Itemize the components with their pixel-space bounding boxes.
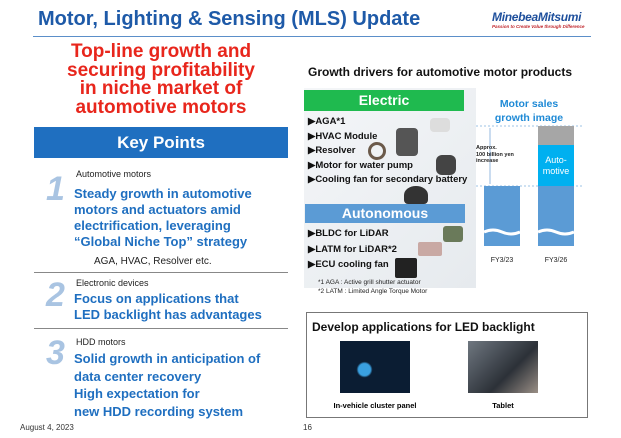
point-number: 2 (46, 276, 65, 314)
headline-line: Top-line growth and (70, 41, 252, 62)
driver-item-label: HVAC Module (315, 130, 378, 142)
point-text: Focus on applications that LED backlight… (74, 291, 262, 323)
resolver-photo (368, 142, 386, 160)
bar-fy3-26-other (538, 126, 574, 145)
point-text: Steady growth in automotive motors and a… (74, 186, 252, 250)
company-logo: MinebeaMitsumi Passion to Create Value t… (492, 10, 596, 29)
annotation-line: 100 billion yen (476, 151, 514, 158)
driver-item: ▶LATM for LiDAR*2 (308, 244, 397, 255)
driver-item: ▶BLDC for LiDAR (308, 228, 389, 239)
title-divider (33, 36, 591, 37)
driver-item-label: Resolver (315, 145, 356, 156)
point-line: Focus on applications that (74, 291, 239, 306)
driver-item-label: AGA*1 (315, 116, 346, 127)
driver-item-label: BLDC for LiDAR (315, 228, 389, 239)
triangle-bullet-icon: ▶ (308, 145, 316, 156)
driver-item-label: LATM for LiDAR*2 (315, 243, 397, 255)
led-section (306, 312, 588, 418)
driver-item-label: Motor for water pump (315, 159, 413, 171)
logo-name: MinebeaMitsumi (492, 10, 582, 24)
aga-photo (430, 118, 450, 132)
bar-fy3-26-automotive (538, 145, 574, 186)
driver-item: ▶Resolver (308, 145, 355, 156)
chart-title-line: growth image (494, 112, 564, 124)
cluster-panel-photo (340, 341, 410, 393)
bldc-photo (443, 226, 463, 242)
bar-fy3-23 (484, 186, 520, 246)
x-tick-label: FY3/23 (490, 257, 514, 264)
point-line: electrification, leveraging (74, 218, 231, 233)
point-category: Electronic devices (76, 278, 149, 288)
tablet-photo (468, 341, 538, 393)
bar-fy3-26-base (538, 186, 574, 246)
divider (34, 328, 288, 329)
driver-item: ▶Motor for water pump (308, 160, 413, 171)
footnote: *2 LATM : Limited Angle Torque Motor (318, 288, 428, 295)
point-category: Automotive motors (76, 169, 152, 179)
point-line: Steady growth in automotive (74, 186, 252, 201)
driver-item: ▶ECU cooling fan (308, 259, 389, 270)
x-tick-label: FY3/26 (544, 257, 568, 264)
led-item-label: In-vehicle cluster panel (333, 401, 417, 410)
triangle-bullet-icon: ▶ (308, 159, 316, 171)
headline-line: securing profitability (67, 59, 255, 81)
driver-item: ▶HVAC Module (308, 131, 377, 142)
divider (34, 272, 288, 273)
driver-item: ▶AGA*1 (308, 116, 345, 127)
driver-item-label: Cooling fan for secondary battery (315, 174, 468, 185)
hvac-photo (396, 128, 418, 156)
footer-date: August 4, 2023 (20, 423, 74, 432)
point-line: LED backlight has advantages (74, 307, 262, 322)
triangle-bullet-icon: ▶ (308, 259, 316, 270)
headline-line: in niche market of (79, 78, 243, 99)
headline: Top-line growth and securing profitabili… (34, 41, 288, 118)
triangle-bullet-icon: ▶ (308, 116, 316, 127)
footnote: *1 AGA : Active grill shutter actuator (318, 279, 421, 286)
point-line: Solid growth in anticipation of (74, 351, 261, 366)
key-points-header: Key Points (34, 127, 288, 158)
point-category: HDD motors (76, 337, 126, 347)
point-line: “Global Niche Top” strategy (74, 234, 248, 249)
point-line: High expectation for (74, 386, 200, 401)
chart-title: Motor sales growth image (484, 97, 574, 125)
point-number: 3 (46, 334, 65, 372)
ecu-fan-photo (395, 258, 417, 278)
led-item-label: Tablet (492, 401, 514, 410)
axis-break (483, 228, 575, 236)
fan-photo (404, 186, 428, 204)
point-line: data center recovery (74, 368, 202, 384)
triangle-bullet-icon: ▶ (308, 130, 316, 142)
growth-title: Growth drivers for automotive motor prod… (308, 65, 573, 79)
slide-title: Motor, Lighting & Sensing (MLS) Update (38, 8, 421, 30)
autonomous-header: Autonomous (305, 204, 465, 223)
page-number: 16 (303, 423, 312, 432)
triangle-bullet-icon: ▶ (308, 228, 316, 239)
pump-photo (436, 155, 456, 175)
electric-header: Electric (304, 90, 464, 111)
growth-chart (476, 125, 582, 246)
point-sub: AGA, HVAC, Resolver etc. (94, 256, 212, 267)
point-line: motors and actuators amid (74, 202, 241, 217)
latm-photo (418, 242, 442, 256)
triangle-bullet-icon: ▶ (308, 174, 316, 185)
point-line: new HDD recording system (74, 403, 244, 419)
annotation-line: Approx. (476, 145, 497, 151)
chart-title-line: Motor sales (499, 98, 559, 110)
annotation-line: increase (476, 158, 499, 164)
headline-line: automotive motors (75, 96, 247, 118)
chart-annotation: Approx. 100 billion yen increase (476, 145, 514, 165)
segment-label-line: motive (542, 166, 570, 176)
led-title: Develop applications for LED backlight (312, 320, 535, 334)
point-number: 1 (46, 170, 65, 208)
triangle-bullet-icon: ▶ (308, 243, 316, 255)
driver-item: ▶Cooling fan for secondary battery (308, 174, 467, 185)
driver-item-label: ECU cooling fan (315, 259, 389, 270)
automotive-label: Auto- motive (538, 155, 574, 177)
logo-tagline: Passion to Create Value through Differen… (492, 24, 585, 29)
point-text: Solid growth in anticipation of data cen… (74, 350, 260, 420)
segment-label-line: Auto- (545, 155, 567, 165)
